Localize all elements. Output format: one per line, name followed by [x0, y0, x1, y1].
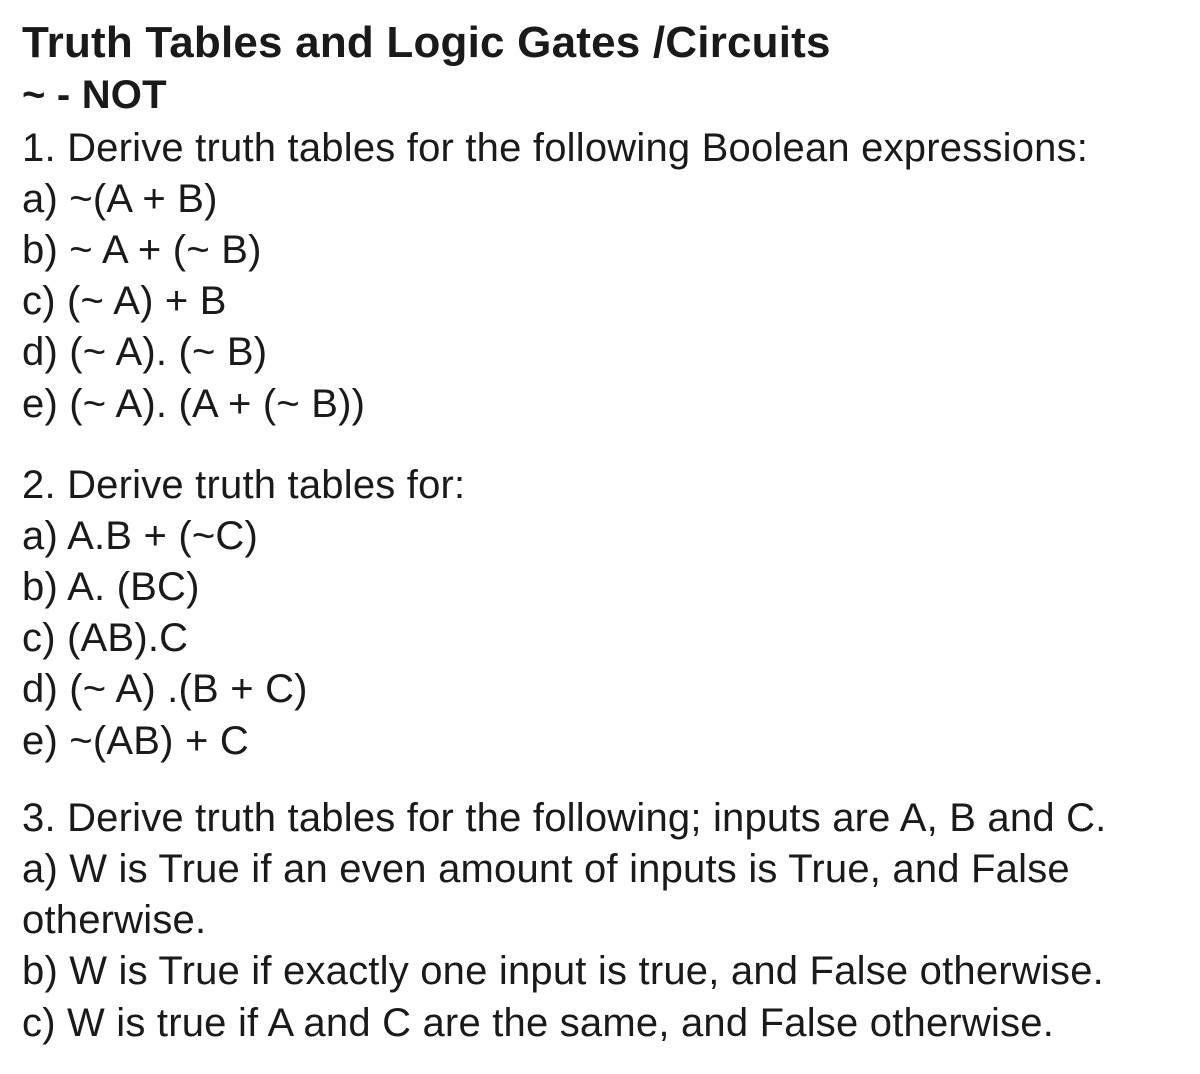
section-gap-2 [22, 767, 1178, 793]
q1-prompt: 1. Derive truth tables for the following… [22, 123, 1178, 174]
section-gap-1 [22, 430, 1178, 460]
q1-item-b: b) ~ A + (~ B) [22, 225, 1178, 276]
q2-item-d: d) (~ A) .(B + C) [22, 664, 1178, 715]
q2-item-c: c) (AB).C [22, 613, 1178, 664]
page-title: Truth Tables and Logic Gates /Circuits [22, 18, 1178, 69]
not-legend: ~ - NOT [22, 71, 1178, 119]
q3-item-a: a) W is True if an even amount of inputs… [22, 844, 1178, 946]
q2-item-e: e) ~(AB) + C [22, 716, 1178, 767]
q2-item-a: a) A.B + (~C) [22, 511, 1178, 562]
q1-item-d: d) (~ A). (~ B) [22, 327, 1178, 378]
q3-item-b: b) W is True if exactly one input is tru… [22, 946, 1178, 997]
q1-item-c: c) (~ A) + B [22, 276, 1178, 327]
q1-item-a: a) ~(A + B) [22, 174, 1178, 225]
q2-item-b: b) A. (BC) [22, 562, 1178, 613]
q1-item-e: e) (~ A). (A + (~ B)) [22, 379, 1178, 430]
q3-prompt: 3. Derive truth tables for the following… [22, 793, 1178, 844]
q2-prompt: 2. Derive truth tables for: [22, 460, 1178, 511]
q3-item-c: c) W is true if A and C are the same, an… [22, 998, 1178, 1049]
